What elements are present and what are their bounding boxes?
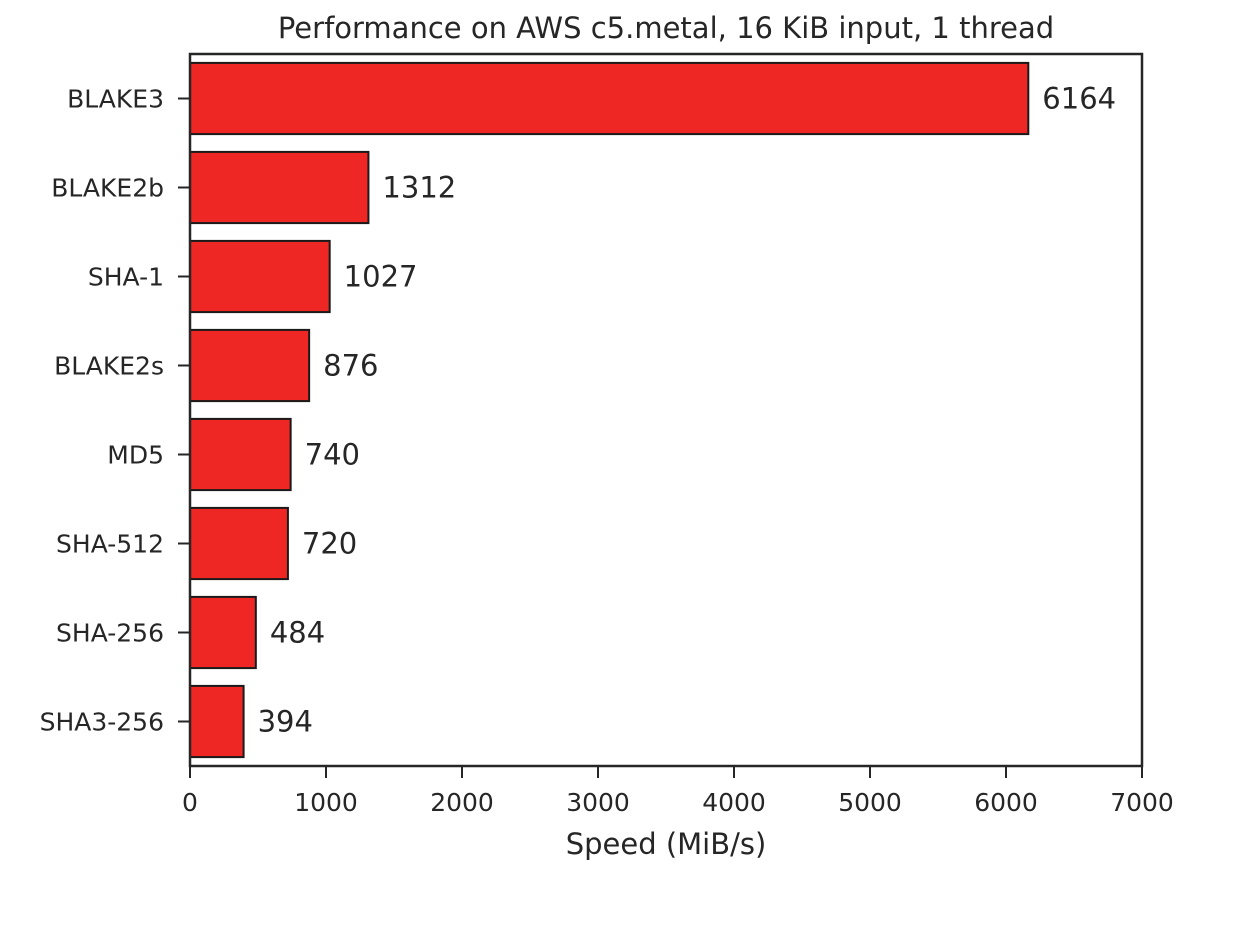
bar-blake3 xyxy=(189,61,1030,136)
x-tick-label: 3000 xyxy=(566,788,630,817)
x-tick-label: 0 xyxy=(182,788,198,817)
x-tick-label: 1000 xyxy=(294,788,358,817)
bar-sha-512 xyxy=(189,506,289,581)
value-label-sha-256: 484 xyxy=(270,616,325,650)
x-tick-label: 2000 xyxy=(430,788,494,817)
x-tick-label: 7000 xyxy=(1110,788,1174,817)
bar-sha-1 xyxy=(189,239,331,314)
value-label-blake2s: 876 xyxy=(323,349,378,383)
bar-blake2s xyxy=(189,328,311,403)
x-tick-label: 5000 xyxy=(838,788,902,817)
y-axis: BLAKE3 BLAKE2b SHA-1 BLAKE2s MD5 SHA-512 SHA-2… xyxy=(40,85,190,737)
y-tick-label-sha-256: SHA-256 xyxy=(56,619,164,648)
y-tick-label-blake2b: BLAKE2b xyxy=(51,174,164,203)
x-tick-label: 6000 xyxy=(974,788,1038,817)
x-axis: 0 1000 2000 3000 4000 5000 6000 7000 xyxy=(182,766,1174,817)
bars-group: 6164 1312 1027 876 740 720 484 394 xyxy=(189,61,1116,759)
bar-sha3-256 xyxy=(189,684,245,759)
value-label-sha3-256: 394 xyxy=(258,705,313,739)
y-tick-label-md5: MD5 xyxy=(107,441,164,470)
y-tick-label-blake3: BLAKE3 xyxy=(67,85,164,114)
value-label-md5: 740 xyxy=(305,438,360,472)
plot-frame xyxy=(188,52,1144,768)
bar-sha-256 xyxy=(189,595,257,670)
bar-md5 xyxy=(189,417,292,492)
y-tick-label-sha-512: SHA-512 xyxy=(56,530,164,559)
y-tick-label-blake2s: BLAKE2s xyxy=(54,352,164,381)
value-label-sha-1: 1027 xyxy=(344,260,418,294)
value-label-sha-512: 720 xyxy=(302,527,357,561)
value-label-blake2b: 1312 xyxy=(382,171,456,205)
y-tick-label-sha3-256: SHA3-256 xyxy=(40,708,164,737)
chart-title: Performance on AWS c5.metal, 16 KiB inpu… xyxy=(278,11,1054,45)
value-label-blake3: 6164 xyxy=(1042,82,1116,116)
x-tick-label: 4000 xyxy=(702,788,766,817)
y-tick-label-sha-1: SHA-1 xyxy=(88,263,164,292)
bar-blake2b xyxy=(189,150,370,225)
x-axis-label: Speed (MiB/s) xyxy=(566,827,767,861)
